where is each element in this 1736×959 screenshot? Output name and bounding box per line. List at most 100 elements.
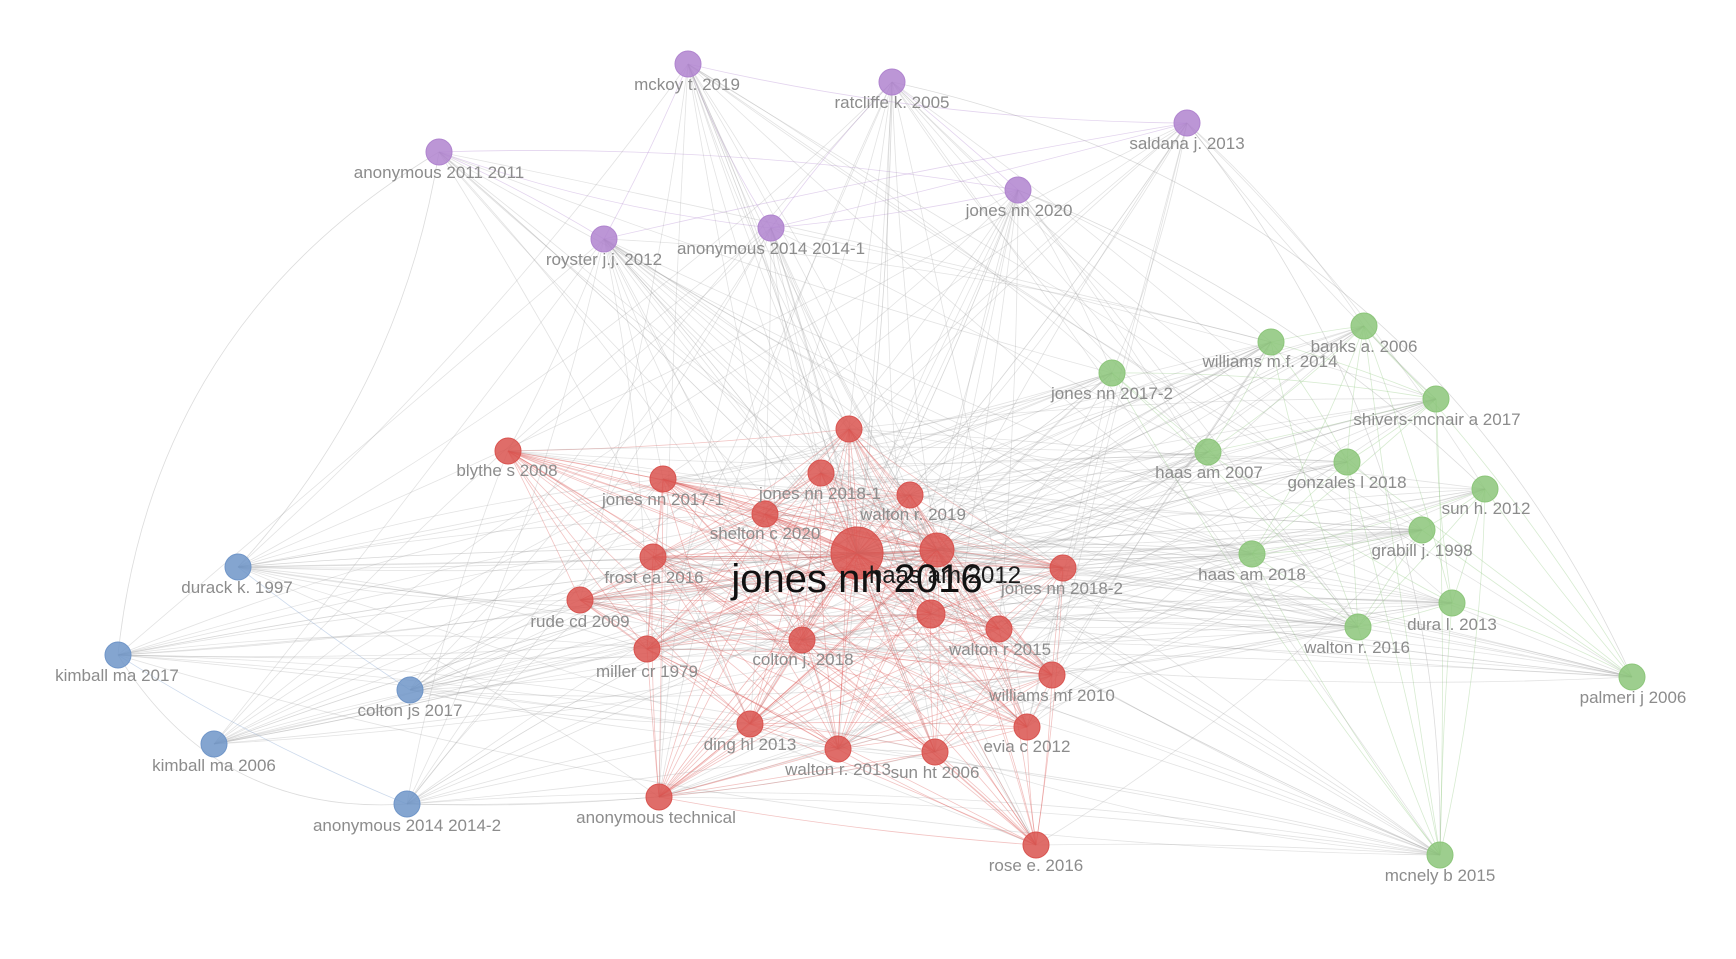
edge (837, 567, 1064, 750)
node-jones-nn-2016[interactable] (830, 526, 884, 580)
node-label-ratcliffe-k-2005: ratcliffe k. 2005 (835, 93, 950, 112)
node-rose-e-2016[interactable] (1022, 831, 1050, 859)
edge (1017, 189, 1253, 555)
node-haas-am-2018[interactable] (1238, 540, 1266, 568)
node-miller-cr-1979[interactable] (633, 635, 661, 663)
node-grabill-j-1998[interactable] (1408, 516, 1436, 544)
edge (1111, 372, 1437, 400)
node-colton-j-2018[interactable] (788, 626, 816, 654)
edge (579, 599, 932, 617)
edge (1346, 461, 1633, 678)
edge (409, 599, 581, 691)
edge (764, 494, 911, 515)
edge (770, 227, 936, 753)
edge (507, 450, 858, 554)
edge (658, 796, 1441, 856)
edge (1270, 341, 1348, 463)
edge (1363, 325, 1441, 856)
node-sun-ht-2006[interactable] (921, 738, 949, 766)
edge (820, 472, 1053, 676)
edge (652, 556, 1028, 728)
node-red-top[interactable] (835, 415, 863, 443)
node-ratcliffe-k-2005[interactable] (878, 68, 906, 96)
node-kimball-ma-2006[interactable] (200, 730, 228, 758)
edge (438, 150, 1019, 191)
edge (579, 472, 822, 601)
node-saldana-j-2013[interactable] (1173, 109, 1201, 137)
edge (930, 451, 1209, 615)
edge (1051, 553, 1253, 676)
edge (1363, 325, 1453, 604)
node-frost-ea-2016[interactable] (639, 543, 667, 571)
edge (1017, 189, 1113, 374)
edge (687, 63, 1348, 463)
edge (936, 549, 1037, 846)
node-anonymous-2014-2014-1[interactable] (757, 214, 785, 242)
node-anonymous-2011-2011[interactable] (425, 138, 453, 166)
node-jones-nn-2020[interactable] (1004, 176, 1032, 204)
node-jones-nn-2017-2[interactable] (1098, 359, 1126, 387)
node-blythe-s-2008[interactable] (494, 437, 522, 465)
edge (652, 472, 822, 558)
node-sun-h-2012[interactable] (1471, 475, 1499, 503)
node-anonymous-2014-2014-2[interactable] (393, 790, 421, 818)
node-mckoy-t-2019[interactable] (674, 50, 702, 78)
node-shivers-mcnair-a-2017[interactable] (1422, 385, 1450, 413)
edge (651, 556, 660, 798)
edge (579, 599, 751, 725)
node-colton-js-2017[interactable] (396, 676, 424, 704)
node-durack-k-1997[interactable] (224, 553, 252, 581)
node-jones-nn-2018-1[interactable] (807, 459, 835, 487)
edge (658, 549, 938, 798)
node-evia-c-2012[interactable] (1013, 713, 1041, 741)
node-red-mid[interactable] (916, 599, 946, 629)
edge (1484, 488, 1633, 678)
edge (117, 552, 858, 656)
node-haas-am-2007[interactable] (1194, 438, 1222, 466)
edge (837, 748, 1441, 856)
edge (662, 478, 936, 753)
edge (1111, 372, 1359, 628)
node-banks-a-2006[interactable] (1350, 312, 1378, 340)
node-anonymous-technical[interactable] (645, 783, 673, 811)
node-label-gonzales-l-2018: gonzales l 2018 (1287, 473, 1406, 492)
edge (936, 543, 1253, 555)
edge (687, 63, 911, 496)
node-walton-r-2015[interactable] (985, 615, 1013, 643)
node-walton-r-2019[interactable] (896, 481, 924, 509)
node-dura-l-2013[interactable] (1438, 589, 1466, 617)
edge (837, 553, 1253, 750)
node-kimball-ma-2017[interactable] (104, 641, 132, 669)
edge (936, 546, 1253, 555)
node-mcnely-b-2015[interactable] (1426, 841, 1454, 869)
edge (936, 549, 1037, 846)
node-royster-jj-2012[interactable] (590, 225, 618, 253)
edge (1357, 626, 1441, 856)
node-jones-nn-2018-2[interactable] (1049, 554, 1077, 582)
edge (646, 613, 932, 650)
edge (749, 549, 938, 725)
edges-layer (117, 63, 1633, 856)
node-walton-r-2013[interactable] (824, 735, 852, 763)
node-gonzales-l-2018[interactable] (1333, 448, 1361, 476)
edge (406, 372, 1113, 805)
node-jones-nn-2017-1[interactable] (649, 465, 677, 493)
node-williams-mf-2010[interactable] (1038, 661, 1066, 689)
edge (652, 556, 936, 753)
edge (749, 341, 1272, 725)
node-shelton-c-2020[interactable] (751, 500, 779, 528)
node-ding-hl-2013[interactable] (736, 710, 764, 738)
node-haas-am-2012[interactable] (919, 532, 955, 568)
node-palmeri-j-2006[interactable] (1618, 663, 1646, 691)
node-williams-mf-2014[interactable] (1257, 328, 1285, 356)
edge (930, 567, 1064, 615)
edge (1363, 325, 1633, 678)
node-label-jones-nn-2020: jones nn 2020 (965, 201, 1073, 220)
edge (603, 122, 1188, 240)
node-walton-r-2016[interactable] (1344, 613, 1372, 641)
edge (1111, 122, 1188, 374)
edge (909, 494, 1053, 676)
edge (658, 81, 893, 798)
node-rude-cd-2009[interactable] (566, 586, 594, 614)
